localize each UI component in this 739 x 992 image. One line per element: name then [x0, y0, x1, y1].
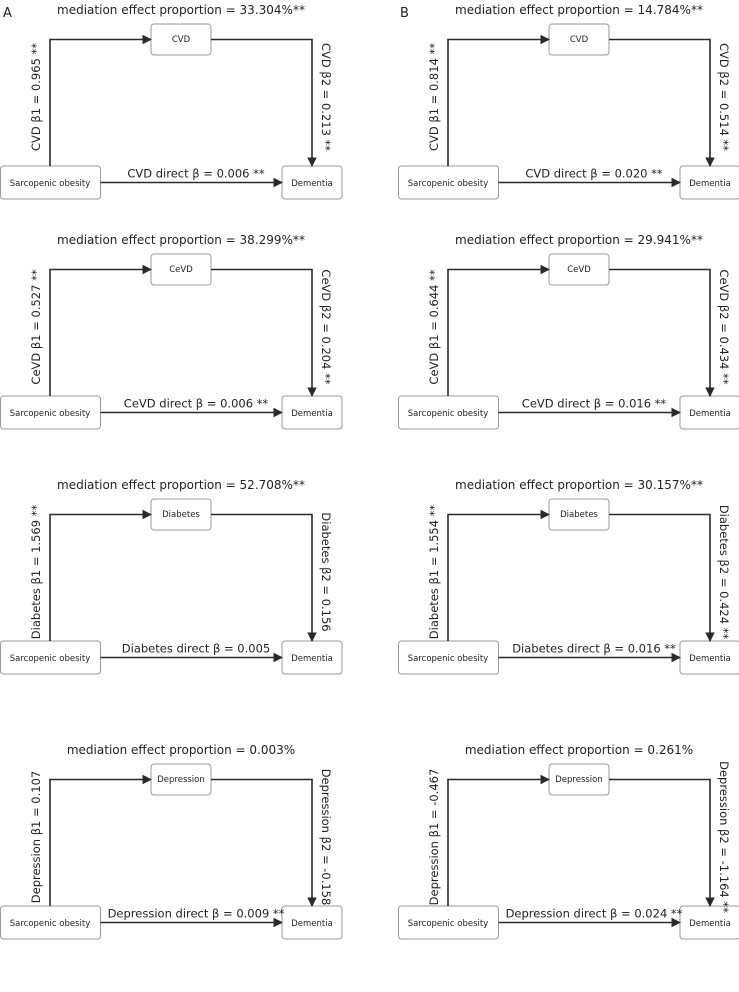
beta2-label: CVD β2 = 0.213 **	[319, 43, 333, 151]
direct-effect-label: Depression direct β = 0.024 **	[506, 907, 683, 921]
beta1-label: Diabetes β1 = 1.569 **	[29, 505, 43, 640]
exposure-label: Sarcopenic obesity	[10, 919, 91, 929]
path-b-arrow	[609, 38, 715, 167]
path-b-arrow	[211, 268, 317, 397]
mediator-label: CeVD	[169, 265, 193, 275]
mediation-diagram: Sarcopenic obesity CeVD Dementia mediation …	[0, 233, 343, 430]
exposure-label: Sarcopenic obesity	[408, 654, 489, 664]
mediator-label: Diabetes	[560, 510, 598, 520]
panel-a: A Sarcopenic obesity CVD Dementia mediation …	[0, 3, 343, 940]
mediation-proportion: mediation effect proportion = 14.784%**	[455, 3, 703, 17]
exposure-label: Sarcopenic obesity	[10, 654, 91, 664]
path-b-arrow	[211, 513, 317, 642]
mediation-diagram: Sarcopenic obesity CVD Dementia mediation e…	[0, 3, 343, 200]
beta2-label: CeVD β2 = 0.434 **	[717, 269, 731, 384]
direct-effect-label: Depression direct β = 0.009 **	[108, 907, 285, 921]
beta1-label: Diabetes β1 = 1.554 **	[427, 505, 441, 640]
mediation-proportion: mediation effect proportion = 38.299%**	[57, 233, 305, 247]
exposure-label: Sarcopenic obesity	[10, 409, 91, 419]
mediation-proportion: mediation effect proportion = 33.304%**	[57, 3, 305, 17]
beta1-label: Depression β1 = -0.467	[427, 769, 441, 906]
mediation-diagram: Sarcopenic obesity Diabetes Dementia mediat…	[398, 478, 739, 675]
mediator-label: Diabetes	[162, 510, 200, 520]
path-a-arrow	[447, 264, 550, 396]
mediator-label: CVD	[570, 35, 589, 45]
beta1-label: CVD β1 = 0.814 **	[427, 43, 441, 151]
outcome-label: Dementia	[291, 409, 333, 419]
mediator-label: Depression	[157, 775, 205, 785]
beta2-label: CVD β2 = 0.514 **	[717, 43, 731, 151]
mediation-diagram: Sarcopenic obesity Depression Dementia medi…	[398, 743, 739, 940]
outcome-label: Dementia	[291, 179, 333, 189]
outcome-label: Dementia	[689, 409, 731, 419]
beta2-label: Depression β2 = -0.158	[319, 769, 333, 906]
outcome-label: Dementia	[291, 654, 333, 664]
beta2-label: Diabetes β2 = 0.156	[319, 512, 333, 631]
mediator-label: Depression	[555, 775, 603, 785]
mediation-proportion: mediation effect proportion = 0.261%	[465, 743, 693, 757]
beta2-label: CeVD β2 = 0.204 **	[319, 269, 333, 384]
direct-effect-label: CeVD direct β = 0.016 **	[522, 397, 667, 411]
direct-effect-label: Diabetes direct β = 0.005	[122, 642, 270, 656]
path-b-arrow	[609, 513, 715, 642]
path-b-arrow	[211, 778, 317, 907]
path-a-arrow	[49, 264, 152, 396]
beta1-label: CeVD β1 = 0.527 **	[29, 269, 43, 384]
beta1-label: CVD β1 = 0.965 **	[29, 43, 43, 151]
panel-b: B Sarcopenic obesity CVD Dementia mediation …	[398, 3, 739, 940]
exposure-label: Sarcopenic obesity	[408, 179, 489, 189]
path-b-arrow	[211, 38, 317, 167]
exposure-label: Sarcopenic obesity	[10, 179, 91, 189]
path-a-arrow	[447, 774, 550, 906]
mediation-diagram: Sarcopenic obesity CeVD Dementia mediation …	[398, 233, 739, 430]
path-a-arrow	[447, 509, 550, 641]
panel-label: A	[3, 6, 12, 21]
direct-effect-label: CVD direct β = 0.006 **	[127, 167, 265, 181]
outcome-label: Dementia	[291, 919, 333, 929]
outcome-label: Dementia	[689, 654, 731, 664]
mediation-diagram: Sarcopenic obesity Diabetes Dementia mediat…	[0, 478, 343, 675]
mediation-proportion: mediation effect proportion = 52.708%**	[57, 478, 305, 492]
beta2-label: Diabetes β2 = 0.424 **	[717, 505, 731, 640]
mediator-label: CVD	[172, 35, 191, 45]
direct-effect-label: CVD direct β = 0.020 **	[525, 167, 663, 181]
outcome-label: Dementia	[689, 919, 731, 929]
exposure-label: Sarcopenic obesity	[408, 919, 489, 929]
direct-effect-label: CeVD direct β = 0.006 **	[124, 397, 269, 411]
mediation-diagram: Sarcopenic obesity Depression Dementia medi…	[0, 743, 343, 940]
path-a-arrow	[49, 34, 152, 166]
panel-label: B	[400, 6, 409, 21]
exposure-label: Sarcopenic obesity	[408, 409, 489, 419]
path-a-arrow	[49, 509, 152, 641]
beta1-label: Depression β1 = 0.107	[29, 771, 43, 903]
beta2-label: Depression β2 = -1.164 **	[717, 761, 731, 913]
path-a-arrow	[447, 34, 550, 166]
outcome-label: Dementia	[689, 179, 731, 189]
direct-effect-label: Diabetes direct β = 0.016 **	[512, 642, 676, 656]
mediation-proportion: mediation effect proportion = 0.003%	[67, 743, 295, 757]
mediation-diagram: Sarcopenic obesity CVD Dementia mediation e…	[398, 3, 739, 200]
mediation-proportion: mediation effect proportion = 29.941%**	[455, 233, 703, 247]
path-b-arrow	[609, 778, 715, 907]
path-b-arrow	[609, 268, 715, 397]
mediator-label: CeVD	[567, 265, 591, 275]
beta1-label: CeVD β1 = 0.644 **	[427, 269, 441, 384]
path-a-arrow	[49, 774, 152, 906]
mediation-proportion: mediation effect proportion = 30.157%**	[455, 478, 703, 492]
